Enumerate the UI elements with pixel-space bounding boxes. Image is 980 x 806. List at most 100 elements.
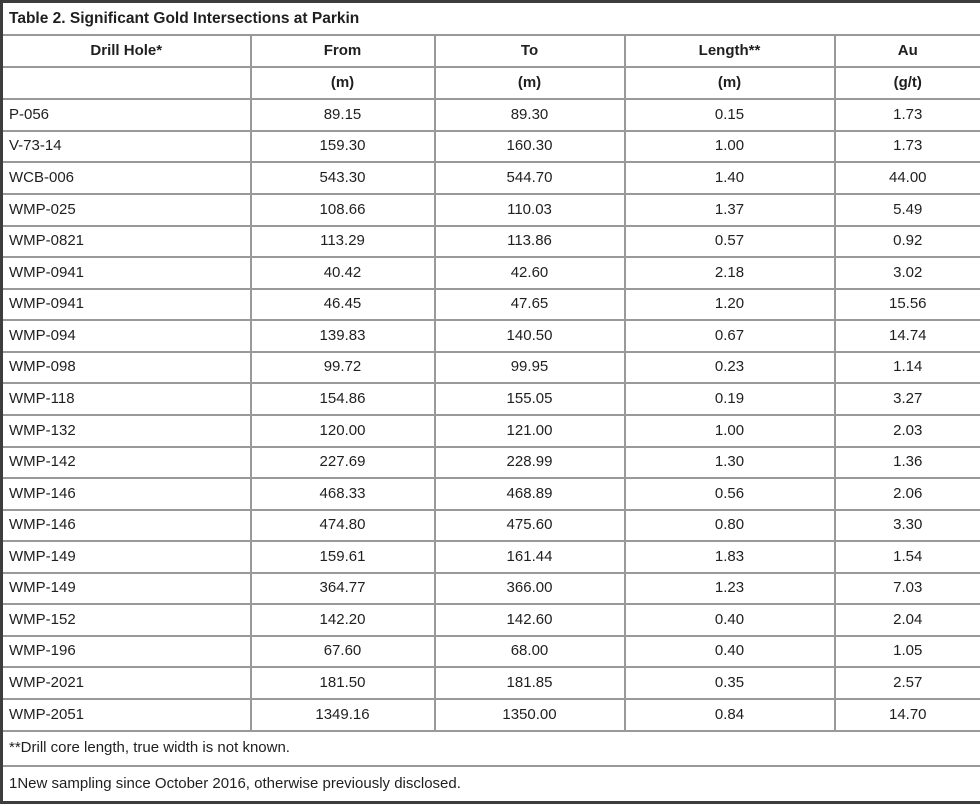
table-header-row: Drill Hole* From To Length** Au (0, 34, 980, 68)
drill-hole-cell: WMP-025 (0, 193, 252, 227)
to-cell: 121.00 (433, 413, 626, 448)
unit-from: (m) (249, 65, 436, 101)
length-cell: 1.00 (623, 413, 836, 448)
from-cell: 1349.16 (249, 698, 436, 732)
length-cell: 0.23 (623, 350, 836, 385)
au-cell: 1.36 (833, 445, 980, 480)
unit-to: (m) (433, 65, 626, 101)
au-cell: 1.14 (833, 350, 980, 385)
from-cell: 40.42 (249, 256, 436, 290)
table-row: WMP-2051 1349.16 1350.00 0.84 14.70 (0, 698, 980, 732)
drill-hole-cell: P-056 (0, 98, 252, 132)
length-cell: 0.67 (623, 319, 836, 353)
drill-hole-cell: WMP-152 (0, 603, 252, 637)
from-cell: 181.50 (249, 666, 436, 701)
drill-hole-cell: WMP-0941 (0, 287, 252, 322)
from-cell: 113.29 (249, 224, 436, 259)
from-cell: 139.83 (249, 319, 436, 353)
drill-hole-cell: WMP-118 (0, 382, 252, 416)
drill-hole-cell: WMP-2021 (0, 666, 252, 701)
length-cell: 1.23 (623, 571, 836, 606)
table-row: WMP-196 67.60 68.00 0.40 1.05 (0, 634, 980, 669)
table-row: WMP-146 468.33 468.89 0.56 2.06 (0, 477, 980, 511)
footnote-row: **Drill core length, true width is not k… (0, 729, 980, 768)
au-cell: 44.00 (833, 161, 980, 196)
au-cell: 2.04 (833, 603, 980, 637)
au-cell: 2.06 (833, 477, 980, 511)
au-cell: 0.92 (833, 224, 980, 259)
table-row: WMP-152 142.20 142.60 0.40 2.04 (0, 603, 980, 637)
to-cell: 142.60 (433, 603, 626, 637)
length-cell: 0.35 (623, 666, 836, 701)
au-cell: 1.54 (833, 540, 980, 574)
column-header-to: To (433, 34, 626, 68)
drill-hole-cell: V-73-14 (0, 129, 252, 164)
table-row: WMP-146 474.80 475.60 0.80 3.30 (0, 508, 980, 543)
to-cell: 228.99 (433, 445, 626, 480)
length-cell: 0.19 (623, 382, 836, 416)
table-row: WMP-118 154.86 155.05 0.19 3.27 (0, 382, 980, 416)
table-row: WMP-094 139.83 140.50 0.67 14.74 (0, 319, 980, 353)
au-cell: 15.56 (833, 287, 980, 322)
au-cell: 2.57 (833, 666, 980, 701)
length-cell: 0.80 (623, 508, 836, 543)
to-cell: 47.65 (433, 287, 626, 322)
to-cell: 181.85 (433, 666, 626, 701)
drill-hole-cell: WMP-149 (0, 571, 252, 606)
drill-hole-cell: WMP-142 (0, 445, 252, 480)
drill-hole-cell: WMP-132 (0, 413, 252, 448)
au-cell: 14.74 (833, 319, 980, 353)
table-row: V-73-14 159.30 160.30 1.00 1.73 (0, 129, 980, 164)
to-cell: 42.60 (433, 256, 626, 290)
length-cell: 1.30 (623, 445, 836, 480)
drill-hole-cell: WCB-006 (0, 161, 252, 196)
from-cell: 120.00 (249, 413, 436, 448)
table-row: WMP-0821 113.29 113.86 0.57 0.92 (0, 224, 980, 259)
table-row: WMP-0941 40.42 42.60 2.18 3.02 (0, 256, 980, 290)
length-cell: 0.15 (623, 98, 836, 132)
to-cell: 113.86 (433, 224, 626, 259)
table-row: WMP-2021 181.50 181.85 0.35 2.57 (0, 666, 980, 701)
to-cell: 99.95 (433, 350, 626, 385)
length-cell: 1.00 (623, 129, 836, 164)
from-cell: 543.30 (249, 161, 436, 196)
from-cell: 46.45 (249, 287, 436, 322)
length-cell: 1.83 (623, 540, 836, 574)
length-cell: 1.40 (623, 161, 836, 196)
to-cell: 366.00 (433, 571, 626, 606)
au-cell: 5.49 (833, 193, 980, 227)
to-cell: 160.30 (433, 129, 626, 164)
table-row: WCB-006 543.30 544.70 1.40 44.00 (0, 161, 980, 196)
table-row: WMP-025 108.66 110.03 1.37 5.49 (0, 193, 980, 227)
table-row: WMP-098 99.72 99.95 0.23 1.14 (0, 350, 980, 385)
to-cell: 468.89 (433, 477, 626, 511)
au-cell: 7.03 (833, 571, 980, 606)
table-row: WMP-0941 46.45 47.65 1.20 15.56 (0, 287, 980, 322)
length-cell: 0.40 (623, 603, 836, 637)
table-row: WMP-132 120.00 121.00 1.00 2.03 (0, 413, 980, 448)
from-cell: 227.69 (249, 445, 436, 480)
length-cell: 2.18 (623, 256, 836, 290)
table-row: P-056 89.15 89.30 0.15 1.73 (0, 98, 980, 132)
au-cell: 2.03 (833, 413, 980, 448)
length-cell: 0.84 (623, 698, 836, 732)
from-cell: 89.15 (249, 98, 436, 132)
au-cell: 14.70 (833, 698, 980, 732)
footnote-sampling: 1New sampling since October 2016, otherw… (0, 765, 980, 804)
drill-hole-cell: WMP-146 (0, 508, 252, 543)
unit-length: (m) (623, 65, 836, 101)
to-cell: 161.44 (433, 540, 626, 574)
au-cell: 3.27 (833, 382, 980, 416)
from-cell: 67.60 (249, 634, 436, 669)
drill-hole-cell: WMP-196 (0, 634, 252, 669)
to-cell: 544.70 (433, 161, 626, 196)
drill-hole-cell: WMP-094 (0, 319, 252, 353)
from-cell: 154.86 (249, 382, 436, 416)
from-cell: 142.20 (249, 603, 436, 637)
from-cell: 108.66 (249, 193, 436, 227)
drill-hole-cell: WMP-098 (0, 350, 252, 385)
table-row: WMP-149 159.61 161.44 1.83 1.54 (0, 540, 980, 574)
from-cell: 159.61 (249, 540, 436, 574)
from-cell: 99.72 (249, 350, 436, 385)
drill-hole-cell: WMP-2051 (0, 698, 252, 732)
